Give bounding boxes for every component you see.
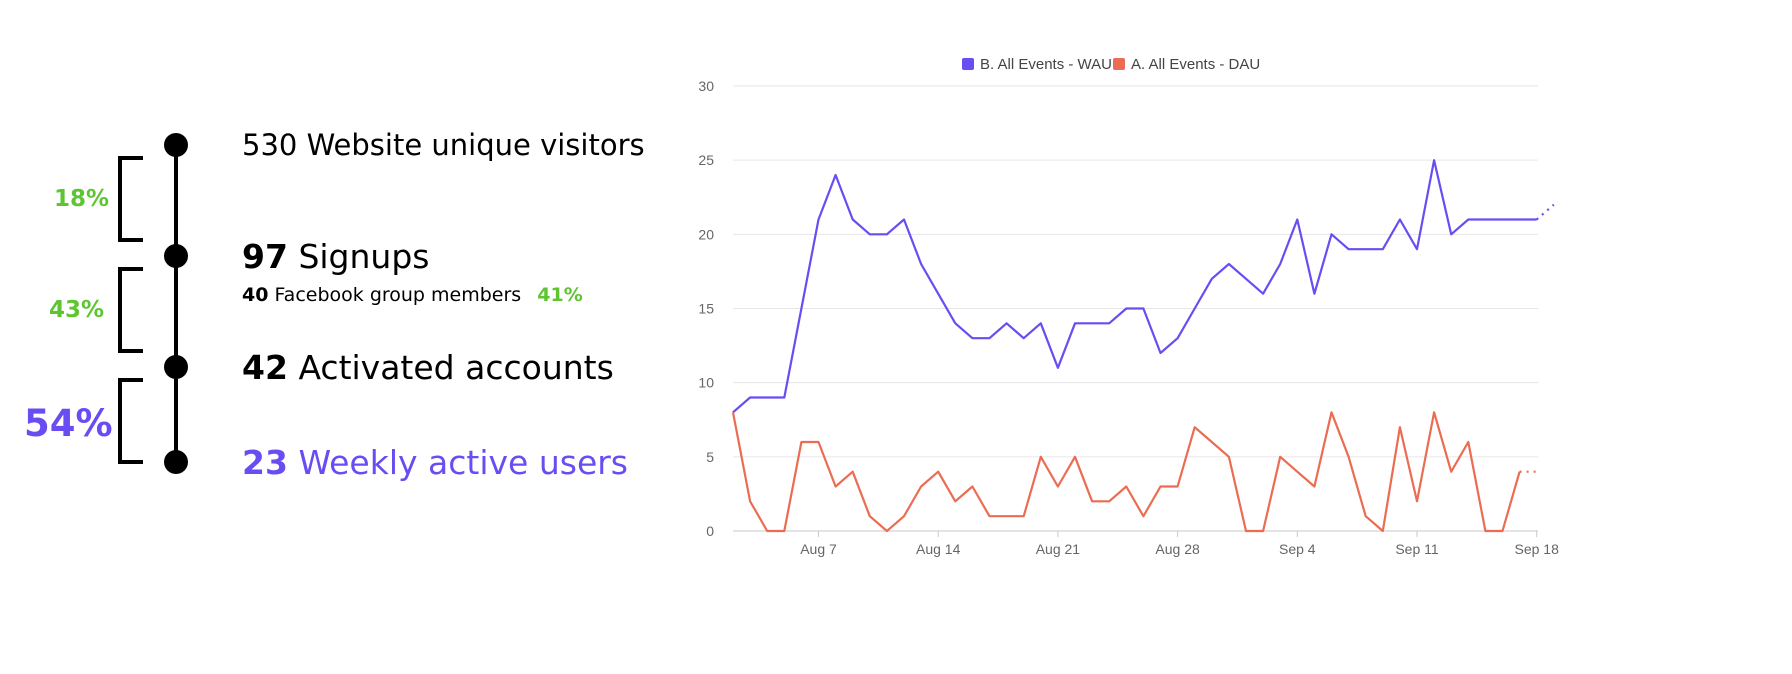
x-tick-label: Aug 7 [800, 541, 837, 557]
legend-label-wau: B. All Events - WAU [980, 56, 1112, 73]
stage-signups: 97 Signups [242, 237, 429, 276]
substage-facebook-pct: 41% [537, 284, 583, 306]
stage-signups-label: Signups [298, 237, 430, 276]
substage-facebook-number: 40 [242, 284, 269, 306]
substage-facebook: 40 Facebook group members 41% [242, 284, 583, 306]
x-tick-label: Aug 28 [1155, 541, 1200, 557]
funnel-dot-visitors [164, 133, 188, 157]
bracket-3 [118, 378, 143, 464]
stage-activated-label: Activated accounts [298, 348, 614, 387]
stage-wau-label: Weekly active users [298, 443, 629, 482]
stage-visitors-label: Website unique visitors [306, 128, 645, 162]
funnel-dot-signups [164, 244, 188, 268]
series-partial-wau [1535, 203, 1555, 221]
stage-activated-number: 42 [242, 348, 288, 387]
x-axis-ticks: Aug 7 Aug 14 Aug 21 Aug 28 Sep 4 Sep 11 Sep 18 [800, 531, 1559, 557]
chart-legend: B. All Events - WAU A. All Events - DAU [962, 56, 1260, 73]
stage-visitors-number: 530 [242, 128, 298, 162]
chart-series [731, 159, 1555, 533]
bracket-2 [118, 267, 143, 353]
x-tick-label: Sep 11 [1395, 541, 1439, 557]
substage-facebook-label: Facebook group members [274, 284, 522, 306]
stage-signups-number: 97 [242, 237, 288, 276]
funnel-dot-wau [164, 450, 188, 474]
stage-activated: 42 Activated accounts [242, 348, 614, 387]
y-tick-label: 30 [698, 78, 714, 94]
y-tick-label: 0 [706, 523, 714, 539]
stage-wau: 23 Weekly active users [242, 443, 628, 482]
stage-wau-number: 23 [242, 443, 288, 482]
funnel-dot-activated [164, 355, 188, 379]
x-tick-label: Aug 21 [1036, 541, 1081, 557]
series-line-wau [732, 159, 1537, 414]
stage-visitors: 530 Website unique visitors [242, 128, 645, 162]
y-tick-label: 5 [706, 449, 714, 465]
conversion-pct-2: 43% [49, 297, 105, 323]
conversion-pct-3: 54% [24, 402, 113, 445]
legend-label-dau: A. All Events - DAU [1131, 56, 1260, 73]
series-line-dau [731, 411, 1521, 533]
x-tick-label: Sep 18 [1515, 541, 1560, 557]
bracket-1 [118, 156, 143, 242]
legend-swatch-wau [962, 58, 974, 70]
x-tick-label: Sep 4 [1279, 541, 1316, 557]
y-axis-ticks: 0 5 10 15 20 25 30 [698, 78, 714, 539]
conversion-pct-1: 18% [54, 186, 110, 212]
y-tick-label: 25 [698, 152, 714, 168]
funnel-graphic [118, 133, 188, 474]
x-tick-label: Aug 14 [916, 541, 961, 557]
y-tick-label: 20 [698, 226, 714, 242]
y-tick-label: 10 [698, 375, 714, 391]
legend-swatch-dau [1113, 58, 1125, 70]
y-tick-label: 15 [698, 301, 714, 317]
